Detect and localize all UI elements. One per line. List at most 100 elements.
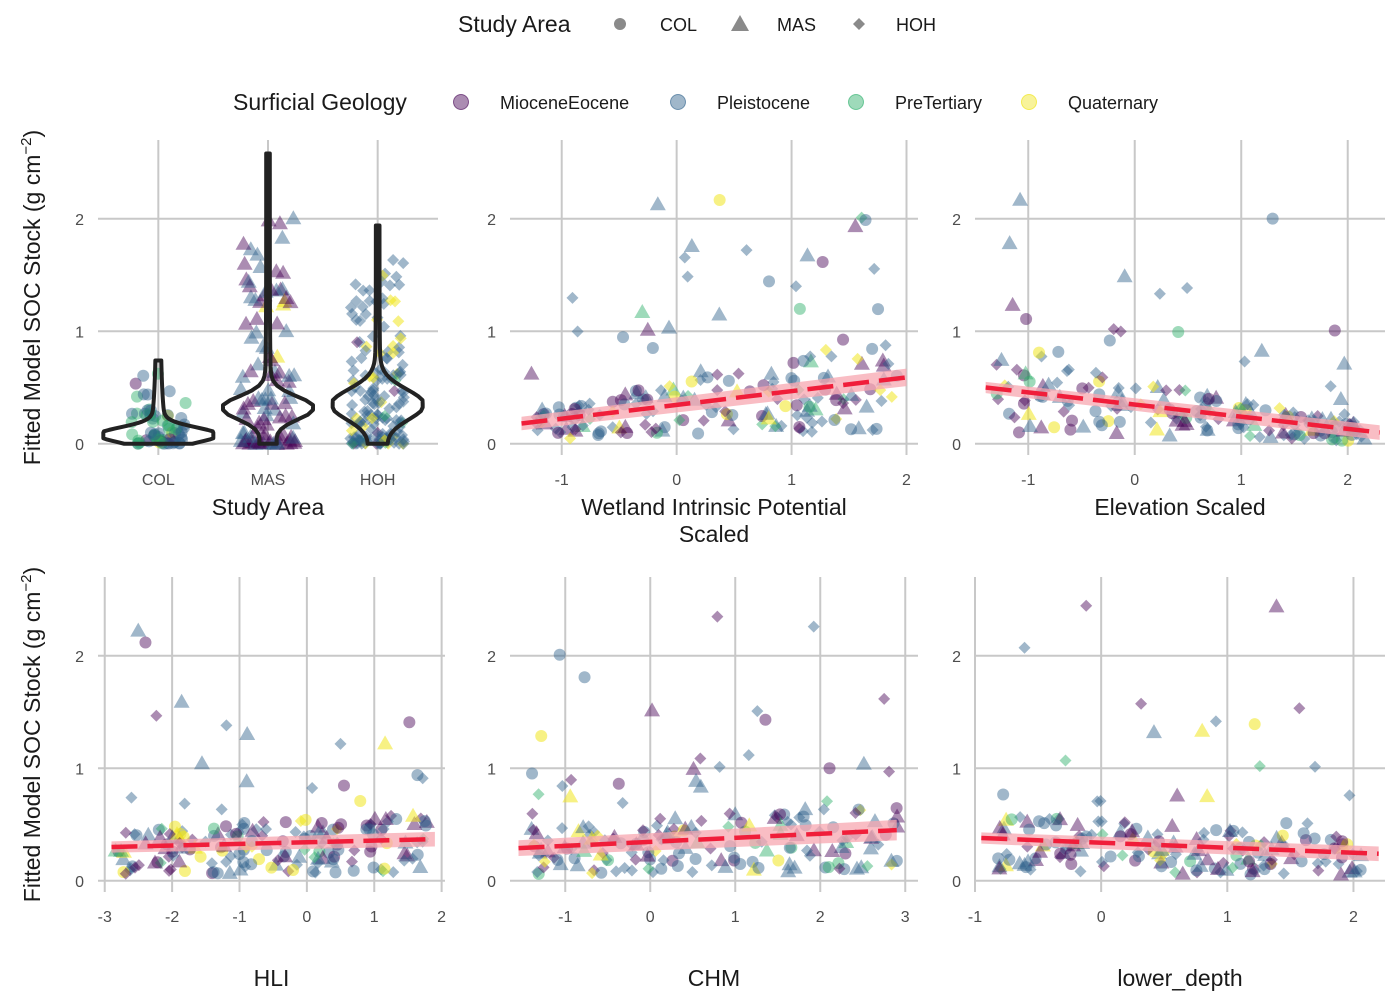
data-point — [803, 400, 816, 413]
data-point — [299, 813, 312, 826]
data-point — [260, 382, 277, 397]
data-point — [806, 416, 819, 429]
data-point — [804, 350, 817, 363]
x-tick-label: -1 — [232, 909, 246, 926]
data-point — [766, 809, 783, 824]
data-point — [847, 218, 864, 233]
data-point — [713, 193, 726, 206]
data-point — [171, 853, 188, 868]
data-point — [752, 861, 765, 874]
data-point — [360, 823, 373, 836]
data-point — [771, 811, 784, 824]
data-point — [345, 437, 358, 450]
data-point — [130, 622, 147, 637]
data-point — [592, 427, 605, 440]
data-point — [850, 420, 867, 435]
data-point — [1268, 598, 1285, 613]
data-point — [535, 729, 548, 742]
data-point — [1240, 850, 1257, 865]
data-point — [1184, 855, 1197, 868]
data-point — [390, 414, 403, 427]
data-point — [394, 368, 407, 381]
data-point — [637, 824, 650, 837]
study-area-legend-title: Study Area — [458, 11, 571, 37]
data-point — [234, 404, 251, 419]
data-point — [399, 847, 416, 862]
data-point — [1218, 861, 1235, 876]
data-point — [242, 428, 259, 443]
data-point — [1004, 296, 1021, 311]
data-point — [276, 395, 293, 410]
data-point — [1093, 375, 1106, 388]
data-point — [1257, 859, 1270, 872]
data-point — [655, 384, 668, 397]
data-point — [1246, 862, 1259, 875]
data-point — [235, 435, 252, 450]
data-point — [1076, 382, 1089, 395]
x-tick-label: 2 — [437, 909, 446, 926]
data-point — [1248, 865, 1261, 878]
data-point — [359, 308, 372, 321]
data-point — [376, 411, 389, 424]
data-point — [258, 416, 275, 431]
data-point — [692, 778, 709, 793]
data-point — [1024, 863, 1037, 876]
data-point — [1091, 795, 1104, 808]
data-point — [1017, 365, 1034, 380]
x-tick-label: MAS — [251, 472, 286, 489]
data-point — [391, 368, 404, 381]
data-point — [416, 772, 429, 785]
data-point — [235, 400, 252, 415]
data-point — [256, 399, 273, 414]
data-point — [232, 432, 249, 447]
y-tick-label: 1 — [75, 761, 84, 778]
data-point — [1021, 417, 1038, 432]
data-point — [327, 853, 340, 866]
data-point — [125, 791, 138, 804]
data-point — [398, 435, 411, 448]
y-tick-label: 0 — [952, 437, 961, 454]
data-point — [531, 866, 544, 879]
data-point — [1054, 851, 1067, 864]
data-point — [815, 415, 828, 428]
data-point — [552, 426, 565, 439]
data-point — [328, 850, 341, 863]
violin-hoh — [330, 223, 425, 446]
data-point — [141, 388, 154, 401]
data-point — [1169, 787, 1186, 802]
data-point — [351, 437, 364, 450]
data-point — [234, 368, 251, 383]
data-point — [1103, 334, 1116, 347]
data-point — [655, 862, 668, 875]
data-point — [353, 336, 366, 349]
data-point — [614, 426, 627, 439]
data-point — [193, 755, 210, 770]
data-point — [170, 423, 183, 436]
data-point — [848, 860, 865, 875]
data-point — [237, 855, 250, 868]
data-point — [1199, 421, 1216, 436]
data-point — [166, 426, 179, 439]
data-point — [1262, 428, 1279, 443]
data-point — [1059, 754, 1072, 767]
data-point — [1284, 429, 1297, 442]
data-point — [289, 825, 302, 838]
data-point — [793, 302, 806, 315]
data-point — [1346, 863, 1363, 878]
data-point — [390, 431, 403, 444]
data-point — [1112, 381, 1125, 394]
x-tick-label: 2 — [816, 909, 825, 926]
data-point — [768, 417, 785, 432]
data-point — [1001, 235, 1018, 250]
data-point — [257, 815, 270, 828]
data-point — [1243, 855, 1256, 868]
data-point — [586, 867, 599, 880]
data-point — [262, 390, 279, 405]
study-area-legend: Study Area COL MAS HOH — [458, 11, 936, 37]
data-point — [843, 386, 860, 401]
data-point — [728, 854, 741, 867]
data-point — [639, 418, 652, 431]
data-point — [1330, 830, 1343, 843]
data-point — [1020, 405, 1037, 420]
data-point — [1050, 819, 1063, 832]
